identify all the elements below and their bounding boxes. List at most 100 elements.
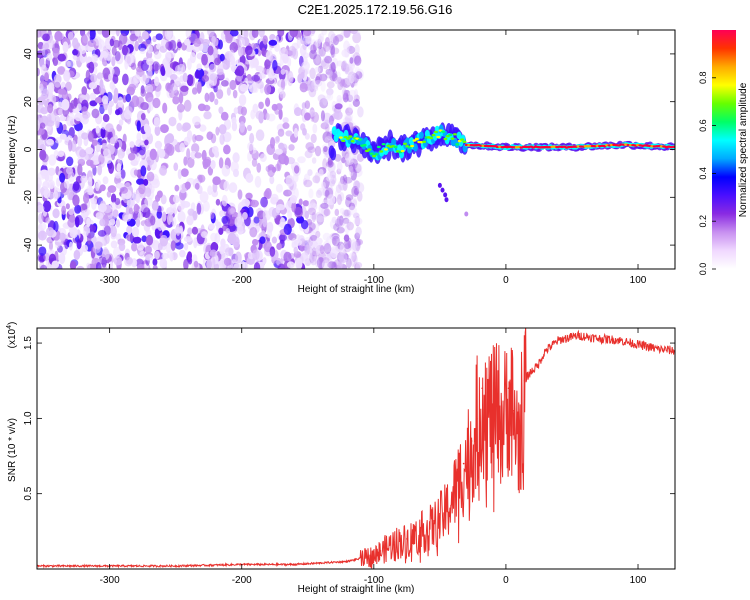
spectrogram-cell [179, 249, 186, 258]
spectrogram-cell [336, 215, 342, 227]
spectrogram-cell [40, 264, 48, 269]
colorbar: 0.0 0.2 0.4 0.6 0.8 Normalized spectral ampl… [698, 30, 749, 275]
spectrogram-cell [152, 264, 158, 269]
spectrogram-cell [57, 88, 67, 95]
spectrogram-cell [285, 175, 295, 187]
chart-title: C2E1.2025.172.19.56.G16 [297, 2, 453, 17]
spectrogram-cell [109, 218, 116, 226]
spectrogram-cell [182, 72, 188, 83]
ridge-streak [437, 182, 442, 188]
spectrogram-cell [95, 182, 100, 192]
spectrogram-cell [46, 52, 53, 61]
x-tick-label: 0 [503, 575, 509, 586]
spectrogram-cell [343, 40, 350, 52]
spectrogram-cell [39, 149, 47, 161]
spectrogram-cell [312, 41, 318, 52]
snr-scale-label: (x104) [6, 322, 18, 349]
snr-data-point [523, 379, 526, 382]
spectrogram-cell [265, 112, 270, 121]
spectrogram-cell [260, 196, 268, 208]
spectrogram-cell [159, 258, 168, 269]
spectrogram-cell [68, 241, 73, 251]
spectrogram-cell [160, 124, 169, 134]
spectrogram-signal-ridge [328, 122, 675, 217]
spectrogram-cell [347, 71, 357, 83]
spectrogram-cell [352, 32, 362, 44]
spectrogram-cell [183, 243, 189, 251]
spectrogram-cell [204, 156, 212, 166]
ridge-core [403, 142, 408, 145]
spectrogram-cell [341, 157, 346, 164]
spectrogram-cell [305, 35, 312, 44]
spectrogram-cell [294, 206, 303, 218]
spectrogram-cell [113, 87, 119, 100]
spectrogram-cell [221, 164, 231, 177]
spectrogram-cell [355, 262, 362, 269]
spectrogram-cell [169, 74, 178, 81]
spectrogram-cell [65, 203, 70, 210]
spectrogram-cell [37, 103, 44, 114]
spectrogram-cell [212, 176, 221, 186]
spectrogram-cell [140, 101, 149, 111]
spectrogram-cell [266, 228, 273, 239]
spectrogram-cell [194, 182, 200, 190]
spectrogram-cell [206, 81, 212, 89]
snr-data-point [557, 339, 560, 341]
spectrogram-cell [340, 78, 345, 87]
spectrogram-cell [178, 92, 184, 104]
ridge-core [383, 148, 388, 151]
spectrogram-cell [309, 213, 319, 220]
colorbar-label: Normalized spectral amplitude [738, 82, 749, 217]
spectrogram-cell [280, 143, 288, 152]
spectrogram-cell [111, 56, 116, 67]
spectrogram-cell [271, 103, 278, 111]
spectrogram-cell [317, 215, 322, 227]
spectrogram-cell [277, 87, 285, 95]
spectrogram-cell [317, 46, 324, 57]
spectrogram-cell [321, 257, 330, 264]
spectrogram-cell [116, 123, 122, 132]
spectrogram-cell [74, 204, 82, 214]
spectrogram-cell [289, 30, 299, 38]
spectrogram-cell [95, 212, 104, 220]
spectrogram-cell [91, 200, 97, 210]
spectrogram-cell [356, 163, 363, 173]
x-tick-label: -300 [100, 275, 120, 286]
spectrogram-cell [310, 133, 317, 144]
spectrogram-cell [316, 41, 323, 50]
ridge-core [350, 140, 355, 143]
spectrogram-cell [353, 30, 361, 38]
spectrogram-cell [69, 227, 78, 239]
snr-scale-prefix: (x10 [7, 328, 18, 348]
spectrogram-cell [251, 158, 258, 167]
spectrogram-cell [270, 193, 279, 204]
spectrogram-cell [317, 167, 327, 175]
spectrogram-cell [191, 226, 199, 235]
spectrogram-cell [348, 252, 356, 262]
spectrogram-cell [342, 92, 349, 103]
spectrogram-cell [134, 30, 141, 37]
spectrogram-cell [320, 202, 329, 209]
spectrogram-cell [272, 59, 278, 71]
spectrogram-cell [42, 181, 50, 190]
snr-x-label: Height of straight line (km) [298, 584, 415, 595]
spectrogram-cell [140, 74, 150, 85]
spectrogram-cell [160, 66, 166, 76]
spectrogram-cell [197, 174, 206, 183]
ridge-mid [412, 143, 418, 152]
spectrogram-cell [331, 100, 337, 111]
spectrogram-cell [279, 217, 286, 229]
spectrogram-cell [327, 70, 334, 77]
x-tick-label: -200 [232, 275, 252, 286]
snr-data-point [470, 440, 473, 442]
spectrogram-cell [187, 256, 193, 265]
spectrogram-cell [210, 241, 219, 253]
spectrogram-cell [288, 72, 294, 84]
spectrogram-cell [119, 186, 129, 194]
spectrogram-cell [326, 175, 333, 182]
spectrogram-cell [159, 234, 169, 247]
spectrogram-cell [139, 250, 146, 258]
spectrogram-cell [45, 217, 51, 224]
spectrogram-cell [232, 89, 238, 99]
